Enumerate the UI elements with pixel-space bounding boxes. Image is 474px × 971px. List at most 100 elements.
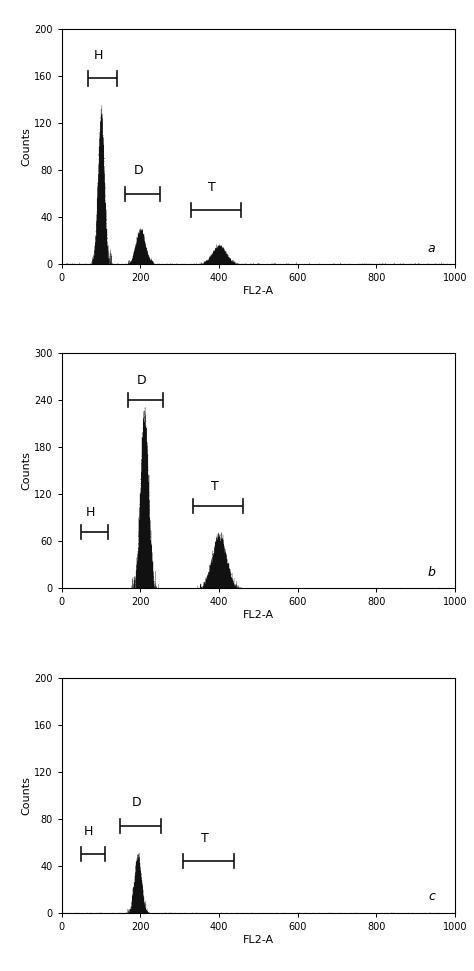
X-axis label: FL2-A: FL2-A — [243, 934, 274, 945]
Point — [90, 252, 97, 268]
Point — [137, 544, 145, 559]
Point — [142, 901, 149, 917]
Point — [137, 572, 145, 587]
Point — [90, 253, 97, 269]
Point — [225, 251, 232, 267]
Point — [141, 457, 149, 473]
Point — [233, 580, 241, 595]
Point — [99, 251, 107, 266]
Point — [142, 495, 149, 511]
Point — [135, 854, 143, 869]
Point — [96, 134, 104, 150]
Point — [141, 480, 148, 495]
Point — [93, 210, 101, 225]
Point — [143, 578, 150, 593]
Point — [93, 235, 101, 251]
Point — [143, 469, 151, 485]
Point — [184, 581, 191, 596]
Point — [204, 581, 212, 596]
Point — [140, 444, 147, 459]
Point — [96, 121, 103, 137]
Point — [135, 891, 143, 907]
Point — [96, 177, 104, 192]
Point — [145, 519, 153, 534]
Point — [138, 543, 146, 558]
Point — [211, 570, 219, 586]
Point — [231, 577, 239, 592]
Point — [93, 255, 100, 271]
Point — [135, 524, 143, 540]
Point — [207, 566, 215, 582]
Point — [100, 173, 108, 188]
Point — [207, 577, 215, 592]
Point — [146, 503, 153, 519]
Point — [137, 539, 144, 554]
Point — [99, 226, 106, 242]
Point — [136, 518, 144, 533]
Point — [136, 248, 143, 263]
Point — [225, 254, 233, 270]
Point — [133, 560, 141, 576]
Point — [137, 234, 145, 250]
Point — [208, 551, 216, 566]
Point — [137, 517, 145, 532]
Point — [94, 190, 102, 206]
Point — [140, 488, 147, 504]
Point — [213, 256, 221, 272]
Point — [136, 871, 143, 887]
Point — [102, 243, 110, 258]
Point — [219, 535, 227, 551]
Point — [100, 166, 108, 182]
Point — [139, 443, 146, 458]
Point — [95, 201, 102, 217]
Point — [137, 516, 145, 531]
Point — [135, 552, 142, 568]
Point — [101, 237, 109, 252]
Point — [95, 147, 103, 162]
Point — [137, 557, 144, 573]
Point — [138, 552, 146, 568]
Point — [93, 189, 101, 205]
Point — [137, 468, 145, 484]
Point — [146, 525, 154, 541]
Point — [97, 171, 104, 186]
Point — [219, 542, 226, 557]
Point — [220, 556, 228, 572]
Point — [136, 240, 144, 255]
Point — [137, 525, 145, 541]
Point — [146, 557, 154, 573]
Point — [219, 536, 227, 552]
Point — [213, 560, 220, 576]
Point — [143, 541, 150, 556]
Point — [139, 511, 146, 526]
Point — [144, 461, 151, 477]
Point — [145, 544, 153, 559]
Point — [136, 224, 143, 240]
Point — [130, 887, 137, 902]
Point — [99, 229, 107, 245]
Point — [223, 573, 231, 588]
Point — [226, 577, 233, 592]
Point — [93, 253, 100, 269]
Point — [128, 581, 135, 596]
Point — [102, 237, 110, 252]
Point — [103, 247, 111, 262]
Point — [143, 531, 150, 547]
Point — [133, 864, 140, 880]
Point — [214, 544, 221, 559]
Point — [139, 548, 147, 563]
Point — [136, 555, 143, 571]
Point — [137, 511, 144, 526]
Point — [137, 478, 145, 493]
Point — [138, 468, 146, 484]
Point — [144, 560, 151, 576]
Point — [97, 137, 105, 152]
Point — [141, 532, 148, 548]
Point — [144, 506, 151, 521]
Point — [137, 559, 145, 575]
Point — [104, 251, 111, 267]
Point — [97, 134, 104, 150]
Point — [145, 569, 152, 585]
Point — [212, 532, 219, 548]
Point — [92, 246, 100, 261]
